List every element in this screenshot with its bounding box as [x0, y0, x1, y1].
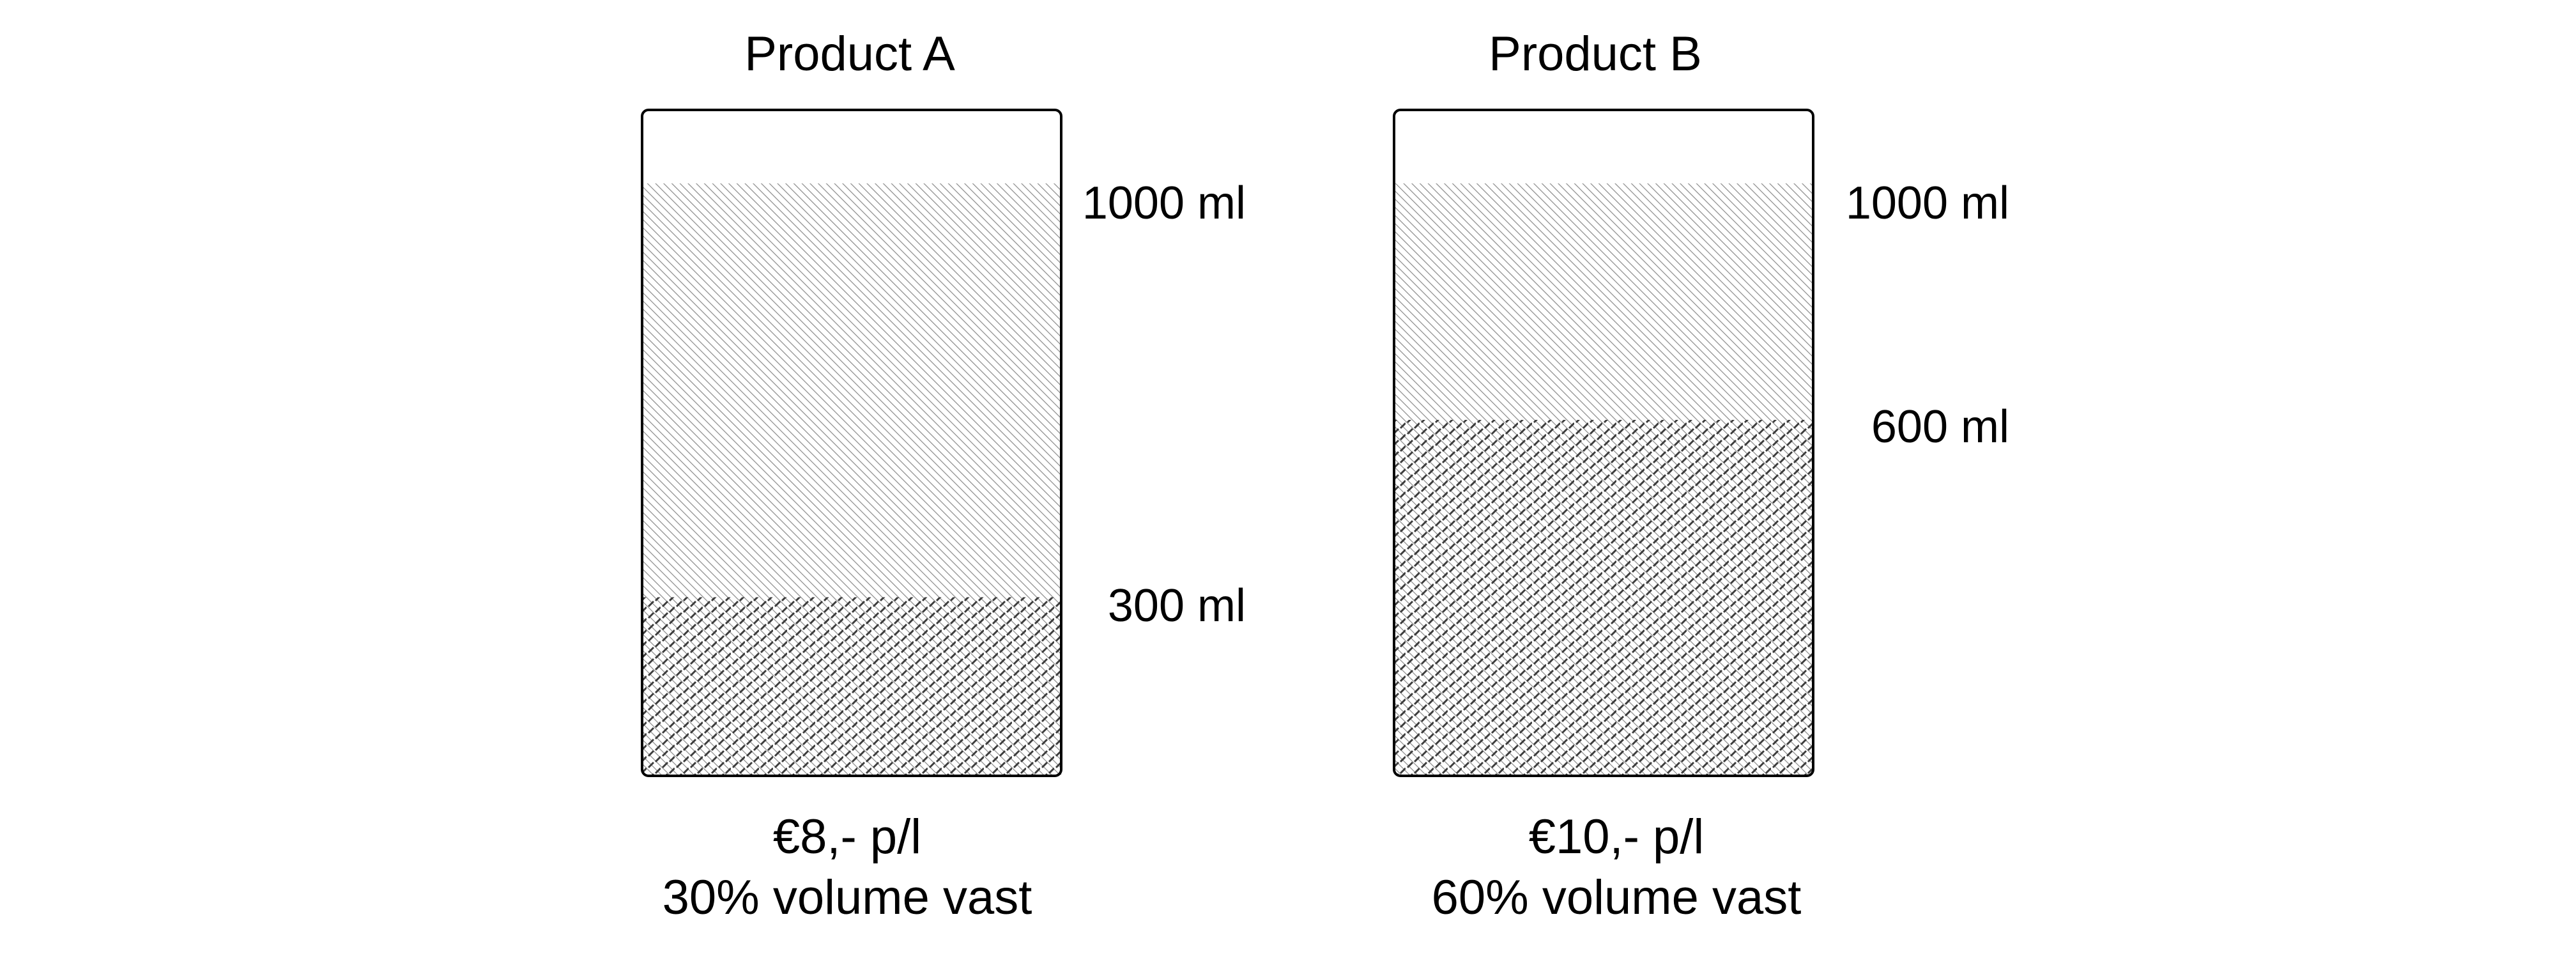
product-b-group: Product B 1000 ml 600 ml €10,- p/l 60% v…	[1393, 27, 2009, 925]
product-a-volume-label: 30% volume vast	[663, 870, 1032, 925]
product-b-capacity-label: 1000 ml	[1846, 178, 2009, 229]
product-b-volume-label: 60% volume vast	[1432, 870, 1802, 925]
product-a-title: Product A	[744, 27, 955, 81]
product-a-solid-label: 300 ml	[1108, 580, 1246, 631]
product-a-container	[641, 109, 1062, 777]
product-a-price-label: €8,- p/l	[773, 810, 921, 864]
product-a-solid-fill	[642, 597, 1061, 775]
product-b-container	[1393, 109, 1814, 777]
product-b-title: Product B	[1489, 27, 1702, 81]
product-a-capacity-label: 1000 ml	[1082, 178, 1246, 229]
product-b-solid-fill	[1394, 420, 1813, 775]
product-a-group: Product A 1000 ml 300 ml €8,- p/l 30% vo…	[641, 27, 1246, 925]
product-b-solid-label: 600 ml	[1871, 401, 2009, 452]
product-b-price-label: €10,- p/l	[1529, 810, 1705, 864]
